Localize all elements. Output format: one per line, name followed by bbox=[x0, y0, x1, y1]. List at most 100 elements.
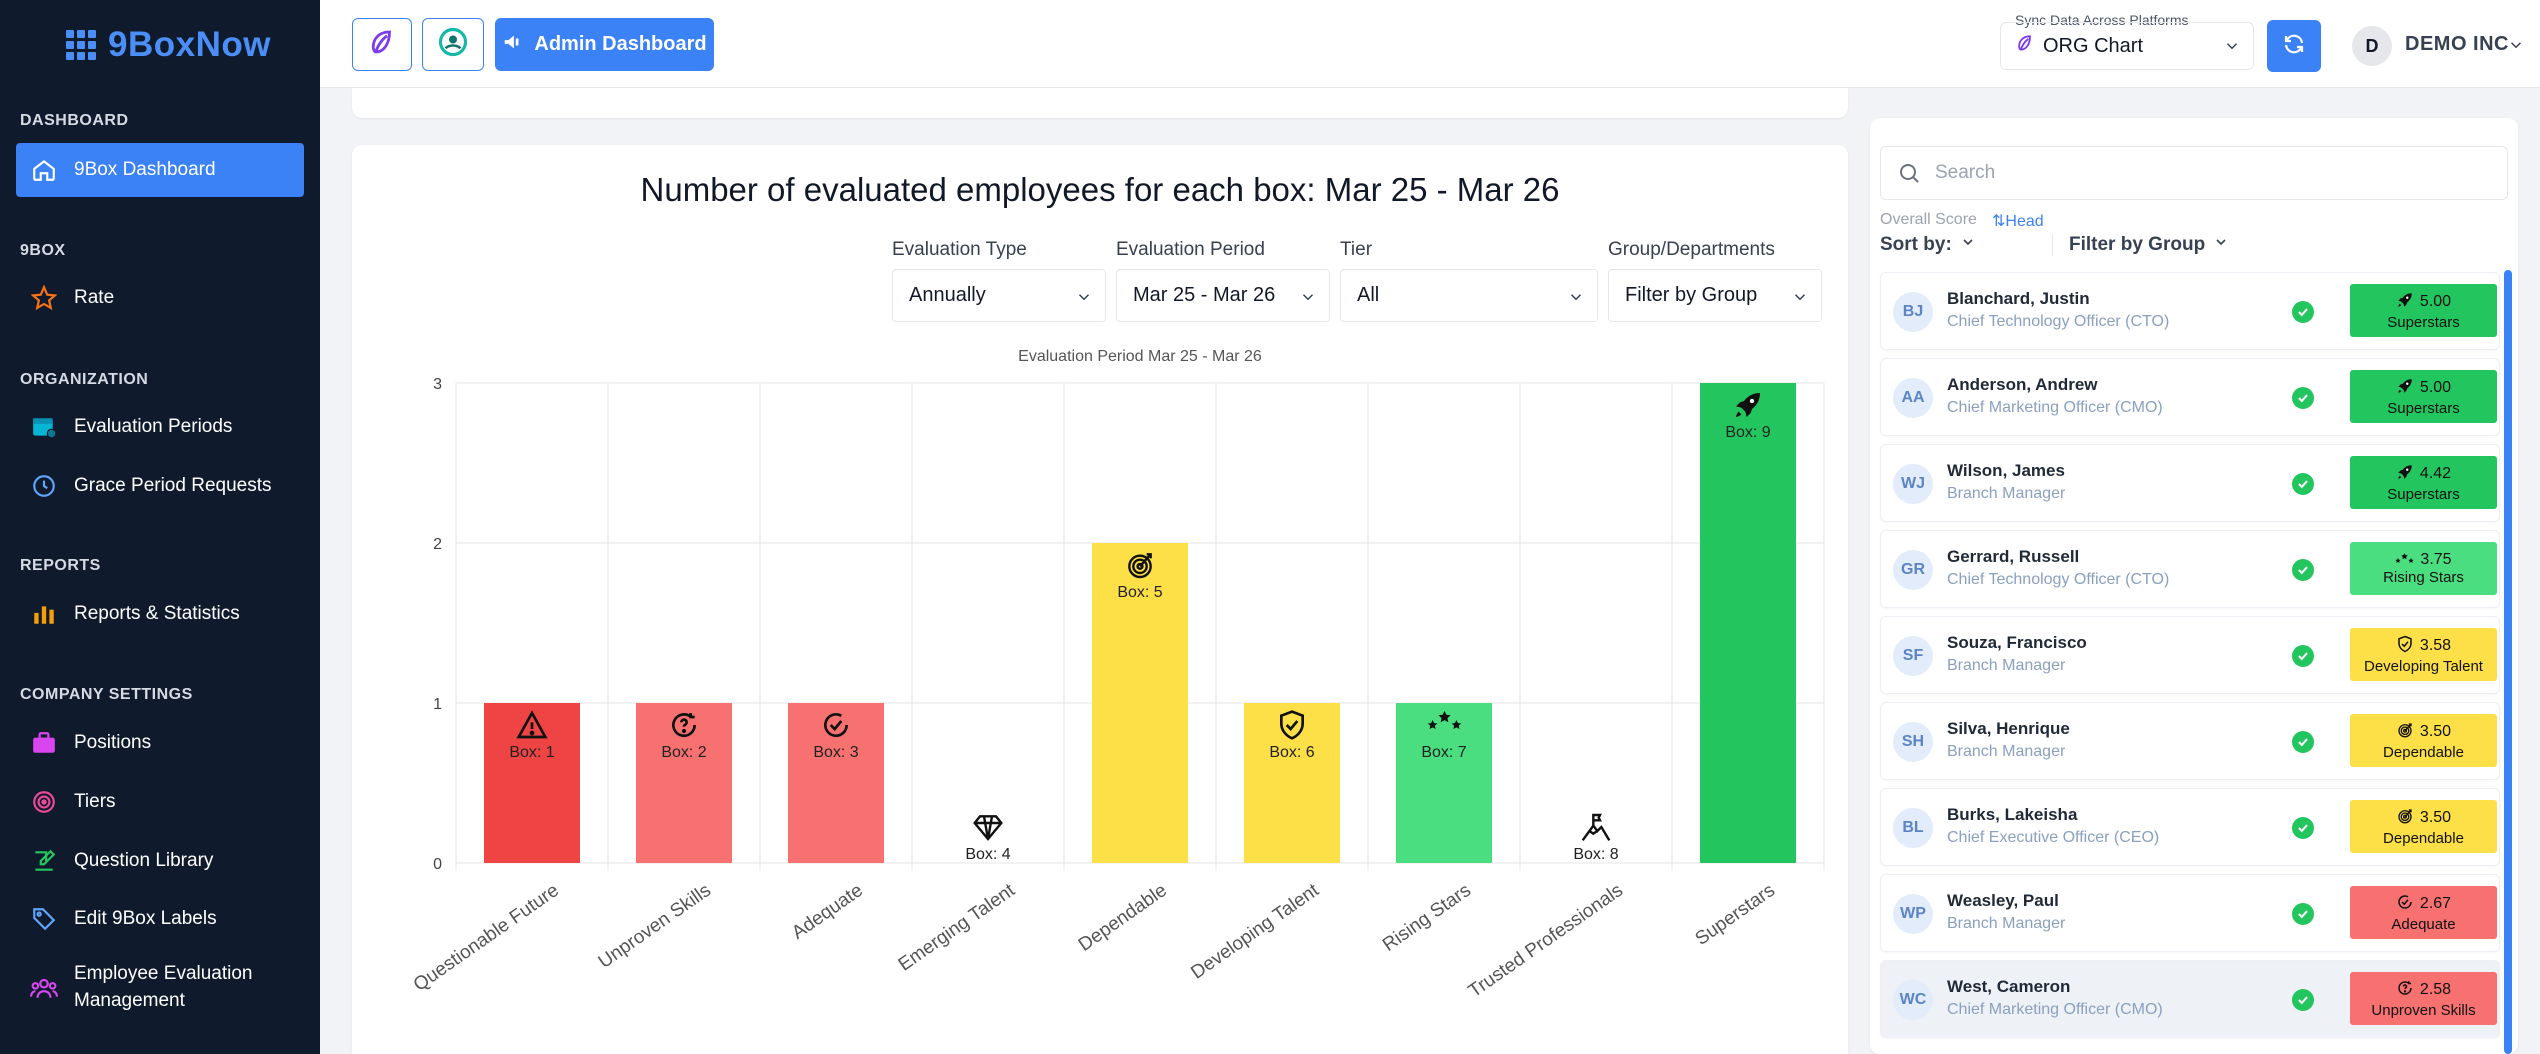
chevron-down-icon[interactable] bbox=[2507, 36, 2525, 59]
bar-9 bbox=[1700, 383, 1796, 863]
score-label: Adequate bbox=[2391, 915, 2456, 933]
list-item[interactable]: BL Burks, Lakeisha Chief Executive Offic… bbox=[1880, 788, 2500, 866]
avatar: BL bbox=[1893, 808, 1933, 848]
employee-name: West, Cameron bbox=[1947, 977, 2071, 996]
sort-by-dropdown[interactable]: Sort by: bbox=[1880, 234, 1976, 256]
chevron-down-icon bbox=[2213, 234, 2229, 256]
check-icon bbox=[2292, 903, 2314, 925]
tier-select[interactable]: All bbox=[1340, 269, 1598, 322]
score-label: Developing Talent bbox=[2364, 657, 2483, 675]
admin-dashboard-button[interactable]: Admin Dashboard bbox=[495, 18, 714, 71]
employee-name: Anderson, Andrew bbox=[1947, 375, 2098, 394]
employee-name: Blanchard, Justin bbox=[1947, 289, 2090, 308]
check-icon bbox=[2292, 989, 2314, 1011]
section-title-organization: ORGANIZATION bbox=[20, 371, 149, 388]
x-tick-label: Rising Stars bbox=[1379, 880, 1475, 956]
list-item[interactable]: AA Anderson, Andrew Chief Marketing Offi… bbox=[1880, 358, 2500, 436]
score-badge: 3.50 Dependable bbox=[2350, 800, 2497, 853]
sidebar-item-evaluation-periods[interactable]: Evaluation Periods bbox=[16, 400, 304, 454]
brand-logo[interactable]: 9BoxNow bbox=[0, 0, 320, 90]
score-badge: 5.00 Superstars bbox=[2350, 284, 2497, 337]
sidebar-item-label: Positions bbox=[74, 731, 152, 753]
x-tick-label: Unproven Skills bbox=[595, 880, 715, 973]
employee-name: Burks, Lakeisha bbox=[1947, 805, 2078, 824]
target-icon bbox=[2396, 807, 2414, 830]
filter-by-group-dropdown[interactable]: Filter by Group bbox=[2052, 234, 2229, 256]
score-value: 2.67 bbox=[2419, 895, 2452, 912]
rocket-icon bbox=[1736, 393, 1760, 417]
stars-icon bbox=[2395, 551, 2415, 569]
sync-platform-select[interactable]: ORG Chart bbox=[2000, 22, 2254, 70]
sidebar-item-9box-dashboard[interactable]: 9Box Dashboard bbox=[16, 143, 304, 197]
avatar: WP bbox=[1893, 894, 1933, 934]
list-item[interactable]: WP Weasley, Paul Branch Manager 2.67 Ade… bbox=[1880, 874, 2500, 952]
group-select[interactable]: Filter by Group bbox=[1608, 269, 1822, 322]
warning-icon bbox=[516, 710, 548, 739]
score-value: 2.58 bbox=[2419, 981, 2452, 998]
avatar: WC bbox=[1893, 980, 1933, 1020]
employee-name: Weasley, Paul bbox=[1947, 891, 2059, 910]
organization-name[interactable]: DEMO INC bbox=[2405, 33, 2509, 55]
employee-name: Gerrard, Russell bbox=[1947, 547, 2080, 566]
sidebar-item-reports-statistics[interactable]: Reports & Statistics bbox=[16, 587, 304, 641]
filter-label: Evaluation Type bbox=[892, 239, 1027, 260]
brand-name: 9BoxNow bbox=[108, 25, 271, 64]
sidebar: 9BoxNow DASHBOARD 9Box Dashboard 9BOX Ra… bbox=[0, 0, 320, 1054]
sort-label: Sort by: bbox=[1880, 234, 1952, 255]
sidebar-item-rate[interactable]: Rate bbox=[16, 271, 304, 325]
sync-selected-value: ORG Chart bbox=[2043, 34, 2144, 57]
sidebar-item-label: Tiers bbox=[74, 790, 116, 812]
evaluation-type-select[interactable]: Annually bbox=[892, 269, 1106, 322]
avatar: SH bbox=[1893, 722, 1933, 762]
megaphone-icon bbox=[502, 31, 524, 59]
check-icon bbox=[2292, 301, 2314, 323]
refresh-icon bbox=[2282, 32, 2306, 61]
sort-arrows-icon: ⇅ bbox=[1992, 213, 2006, 230]
chevron-down-icon bbox=[1075, 288, 1093, 312]
employee-title: Chief Marketing Officer (CMO) bbox=[1947, 399, 2163, 416]
avatar[interactable]: D bbox=[2352, 26, 2392, 66]
scrollbar[interactable] bbox=[2504, 270, 2512, 1054]
list-item[interactable]: SH Silva, Henrique Branch Manager 3.50 D… bbox=[1880, 702, 2500, 780]
sidebar-item-question-library[interactable]: Question Library bbox=[16, 834, 304, 888]
list-item[interactable]: BJ Blanchard, Justin Chief Technology Of… bbox=[1880, 272, 2500, 350]
sidebar-item-positions[interactable]: Positions bbox=[16, 716, 304, 770]
leaf-logo-icon bbox=[2015, 33, 2035, 59]
timer-icon bbox=[30, 472, 58, 500]
grid-logo-icon bbox=[66, 30, 96, 60]
sidebar-item-edit-9box-labels[interactable]: Edit 9Box Labels bbox=[16, 892, 304, 946]
refresh-button[interactable] bbox=[2267, 20, 2321, 72]
head-sort-link[interactable]: ⇅Head bbox=[1992, 211, 2044, 231]
evaluation-period-select[interactable]: Mar 25 - Mar 26 bbox=[1116, 269, 1330, 322]
org-chart-app-button[interactable] bbox=[352, 18, 412, 71]
score-value: 3.58 bbox=[2419, 637, 2452, 654]
list-item[interactable]: WJ Wilson, James Branch Manager 4.42 Sup… bbox=[1880, 444, 2500, 522]
section-title-reports: REPORTS bbox=[20, 557, 101, 574]
box-label: Box: 8 bbox=[1573, 846, 1618, 863]
previous-card bbox=[352, 88, 1848, 118]
select-value: Mar 25 - Mar 26 bbox=[1133, 284, 1276, 306]
avatar: BJ bbox=[1893, 292, 1933, 332]
search-input[interactable]: Search bbox=[1880, 146, 2508, 200]
chart-card: Number of evaluated employees for each b… bbox=[352, 145, 1848, 1054]
section-title-company-settings: COMPANY SETTINGS bbox=[20, 686, 193, 703]
filter-evaluation-period: Evaluation Period Mar 25 - Mar 26 bbox=[1116, 239, 1330, 322]
score-value: 3.50 bbox=[2419, 809, 2452, 826]
sidebar-item-tiers[interactable]: Tiers bbox=[16, 775, 304, 829]
list-item[interactable]: GR Gerrard, Russell Chief Technology Off… bbox=[1880, 530, 2500, 608]
box-label: Box: 4 bbox=[965, 846, 1010, 863]
chevron-down-icon bbox=[1960, 234, 1976, 256]
select-value: Filter by Group bbox=[1625, 284, 1758, 306]
sidebar-item-employee-evaluation-management[interactable]: Employee Evaluation Management bbox=[16, 957, 304, 1019]
secondary-app-button[interactable] bbox=[422, 18, 484, 71]
list-item[interactable]: SF Souza, Francisco Branch Manager 3.58 … bbox=[1880, 616, 2500, 694]
chart-heading: Number of evaluated employees for each b… bbox=[640, 171, 1560, 208]
sidebar-item-grace-period-requests[interactable]: Grace Period Requests bbox=[16, 459, 304, 513]
search-icon bbox=[1897, 161, 1921, 191]
filter-label: Evaluation Period bbox=[1116, 239, 1265, 260]
score-label: Rising Stars bbox=[2383, 569, 2464, 586]
employee-name: Souza, Francisco bbox=[1947, 633, 2087, 652]
score-label: Dependable bbox=[2383, 743, 2464, 761]
box-label: Box: 9 bbox=[1725, 424, 1770, 441]
list-item[interactable]: WC West, Cameron Chief Marketing Officer… bbox=[1880, 960, 2500, 1038]
